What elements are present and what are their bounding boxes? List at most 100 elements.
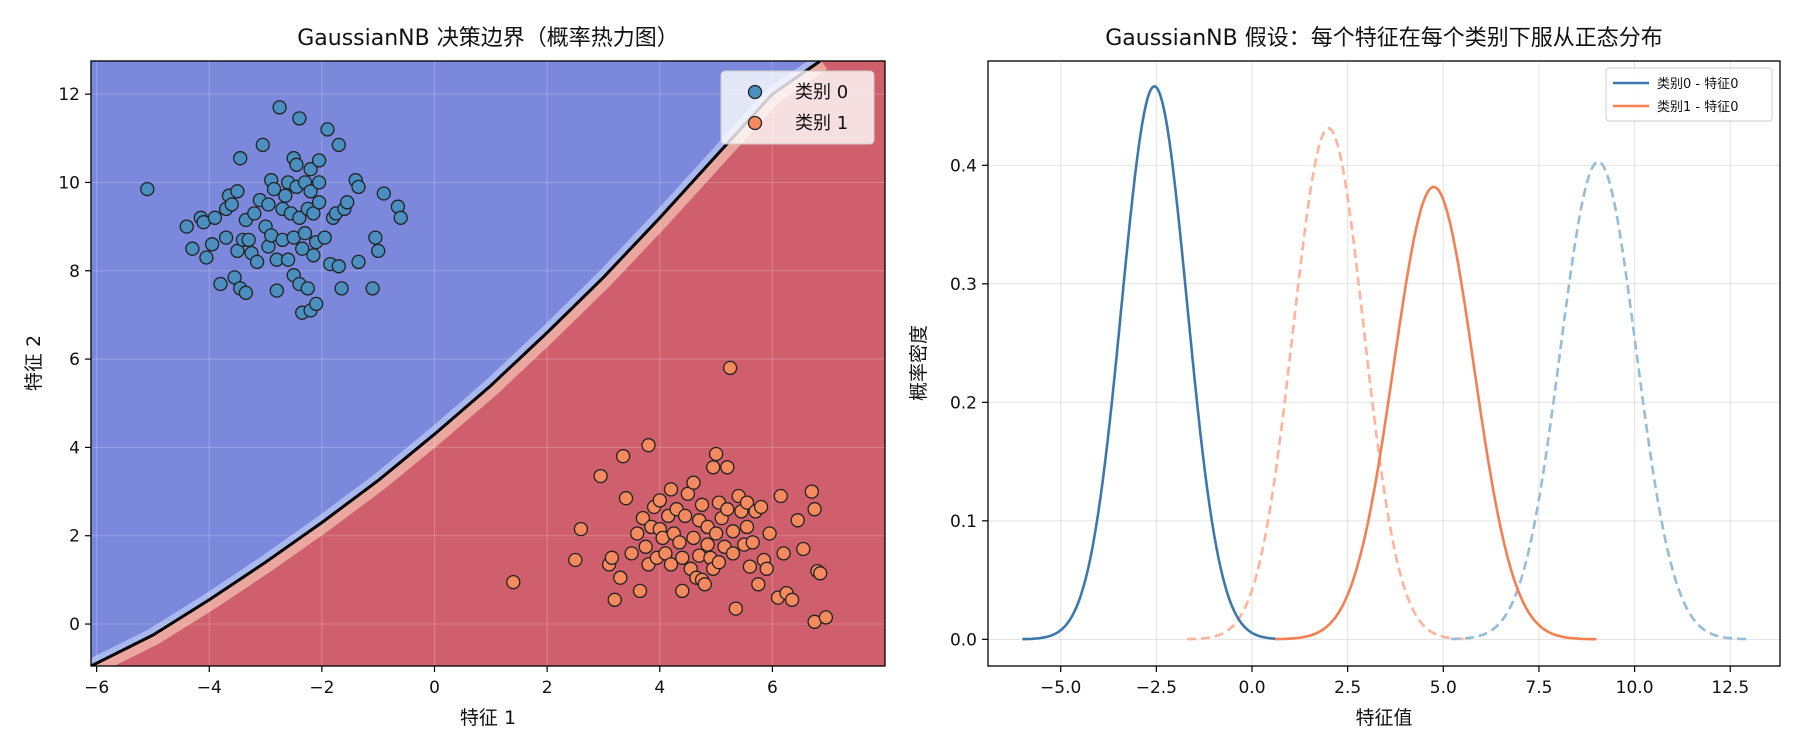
point-class1 [742,559,758,574]
point-class0 [292,210,307,225]
right-ytick-label: 0.0 [950,630,977,650]
right-ytick-label: 0.3 [950,275,977,295]
chart-left-title: GaussianNB 决策边界（概率热力图） [297,26,678,51]
point-class1 [762,526,777,541]
point-class1 [686,530,701,546]
point-class1 [613,570,628,585]
legend-marker-class0 [747,84,763,100]
point-class1 [725,546,741,561]
point-class0 [230,243,245,259]
point-class0 [247,206,262,221]
point-class0 [306,206,321,221]
right-ytick-label: 0.2 [950,393,977,413]
point-class1 [708,526,724,541]
point-class1 [720,460,735,475]
point-class1 [722,360,738,376]
density-curve-2 [1186,126,1471,641]
point-class0 [266,181,282,197]
left-axes-frame [90,60,886,667]
point-class0 [295,241,310,256]
point-class1 [706,460,721,475]
right-xtick-label: 2.5 [1334,678,1361,698]
density-curve-0 [1022,85,1276,641]
point-class1 [675,550,690,565]
point-class0 [365,281,380,296]
left-ytick-label: 8 [69,262,80,282]
point-class0 [371,243,386,259]
left-decision-boundary [91,61,822,666]
point-class0 [340,195,355,210]
left-boundary-band-warm [92,61,828,666]
point-class0 [331,137,346,153]
left-xtick-label: 0 [429,678,440,698]
point-class1 [813,566,828,581]
point-class0 [207,210,223,225]
point-class0 [376,186,391,201]
left-plot-area [91,61,885,666]
left-ytick-label: 0 [69,615,80,635]
point-class1 [773,488,788,504]
left-ytick-label: 4 [69,438,80,458]
right-xtick-label: 10.0 [1616,678,1654,698]
point-class0 [309,296,324,312]
point-class0 [311,195,327,210]
legend-label-class1: 类别 1 [795,113,848,134]
point-class0 [297,226,313,241]
chart-right-title: GaussianNB 假设：每个特征在每个类别下服从正态分布 [1105,26,1662,51]
left-legend: 类别 0 类别 1 [720,70,875,145]
left-xtick-label: −4 [197,678,222,698]
point-class0 [320,122,335,137]
point-class0 [280,252,296,267]
point-class1 [728,601,743,616]
point-class0 [179,219,194,234]
point-class0 [289,157,304,172]
point-class1 [796,541,811,557]
point-class1 [604,550,620,565]
point-class0 [351,254,366,270]
point-class1 [607,592,622,607]
point-class0 [311,153,327,168]
right-curves [1022,85,1750,641]
point-class1 [804,484,819,499]
point-class0 [233,151,248,166]
point-class1 [725,524,741,539]
left-xtick-label: −2 [309,678,334,698]
point-class1 [680,486,696,501]
point-class0 [227,270,242,285]
right-legend: 类别0 - 特征0 类别1 - 特征0 [1605,67,1773,122]
point-class0 [204,237,220,252]
point-class1 [739,495,755,510]
point-class1 [506,574,521,590]
chart-left-xlabel: 特征 1 [460,707,516,729]
point-class0 [317,230,332,245]
point-class1 [776,546,791,561]
point-class1 [615,449,631,464]
right-ytick-label: 0.4 [950,156,977,176]
left-points [140,100,834,629]
right-xtick-label: −5.0 [1040,678,1081,698]
right-legend-box [1605,67,1773,122]
point-class1 [675,583,690,599]
point-class0 [261,197,276,212]
density-curve-1 [1274,185,1597,641]
point-class1 [711,555,727,570]
point-class1 [635,510,651,526]
right-x-ticks: −5.0 −2.5 0.0 2.5 5.0 7.5 10.0 12.5 [1040,666,1749,698]
left-ytick-label: 6 [69,350,80,370]
point-class1 [753,499,769,515]
legend-label-class0: 类别 0 [795,82,848,103]
point-class1 [630,526,645,541]
point-class0 [213,276,228,292]
left-xtick-label: 4 [654,678,665,698]
point-class0 [238,285,254,300]
density-curve-3 [1450,160,1750,641]
legend-label-series0: 类别0 - 特征0 [1657,77,1739,92]
point-class1 [694,497,710,512]
chart-left-ylabel: 特征 2 [23,335,45,391]
right-axes-frame [987,60,1781,667]
point-class1 [759,561,774,576]
point-class0 [199,250,214,265]
point-class0 [249,254,265,270]
left-x-ticks: −6 −4 −2 0 2 4 6 [84,666,778,698]
